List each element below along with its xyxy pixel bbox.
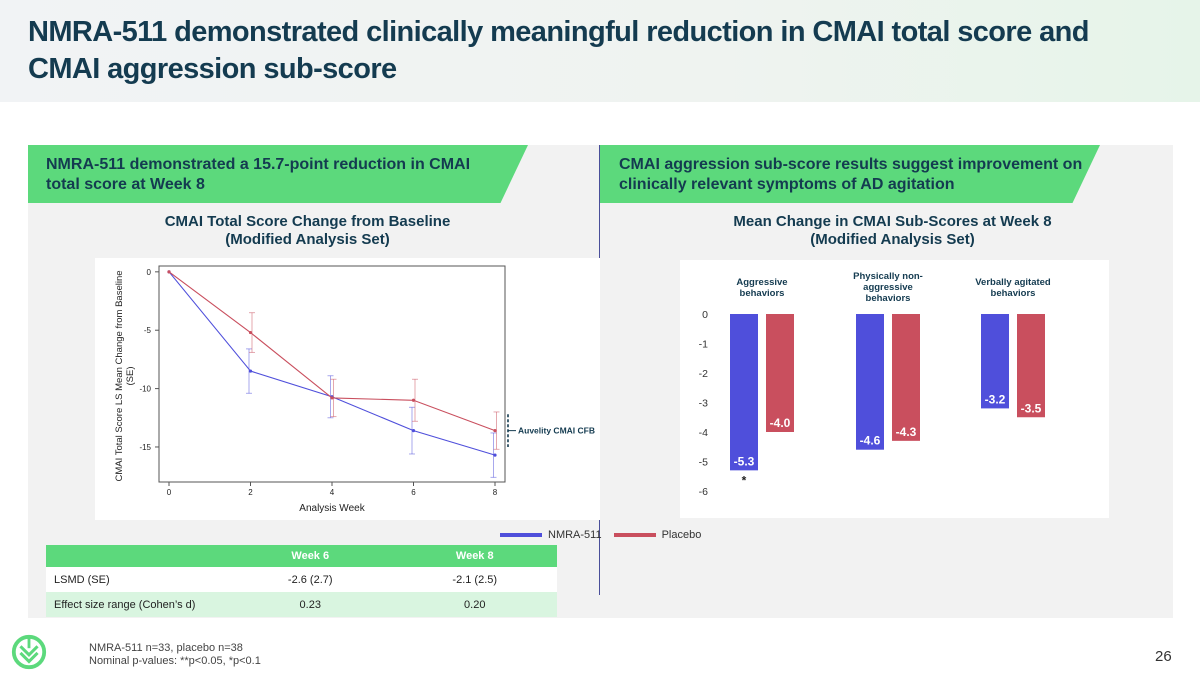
data-point [411,398,416,402]
bar-nmra [856,314,884,450]
series-line-placebo [168,271,496,432]
plot-frame [158,265,506,483]
table-header-cell: Week 6 [228,545,393,567]
bar-nmra [730,314,758,471]
bar-placebo [892,314,920,441]
x-tick-label: 8 [493,488,498,497]
company-logo-icon [11,634,47,670]
right-banner [600,145,1100,203]
y-tick-label: -10 [139,385,151,394]
y-axis-label: CMAI Total Score LS Mean Change from Bas… [114,270,125,481]
data-point [493,453,497,457]
category-label: Physically non- [853,271,923,282]
x-tick-label: 2 [248,488,253,497]
right-banner-text: CMAI aggression sub-score results sugges… [619,156,1083,193]
y-tick-label: -15 [139,443,151,452]
table-header-row: Week 6 Week 8 [46,545,557,567]
significance-mark: * [742,473,747,487]
line-chart: 0 -5 -10 -15 0 2 4 6 8 Analysis Week CMAI Total Sc… [114,265,595,514]
legend-label-nmra: NMRA-511 [548,529,602,541]
data-point [167,270,171,274]
bar-value-label: -5.3 [734,454,755,468]
category-label: behaviors [740,288,785,299]
y-tick-label: -3 [699,398,708,410]
y-tick-label: -4 [699,427,708,439]
table-header-cell [46,545,228,567]
bar-placebo [766,314,794,432]
y-tick-label: 0 [147,268,152,277]
footnote-line1: NMRA-511 n=33, placebo n=38 [89,642,243,654]
effect-size-table: Week 6 Week 8 LSMD (SE) -2.6 (2.7) -2.1 … [46,545,557,617]
bar-value-label: -4.3 [896,425,917,439]
category-label: behaviors [991,288,1036,299]
table-header-cell: Week 8 [392,545,557,567]
line-chart-card: 0 -5 -10 -15 0 2 4 6 8 Analysis Week CMAI Total Sc… [95,258,600,520]
left-heading-line2: (Modified Analysis Set) [225,231,390,248]
bar-value-label: -4.6 [860,434,881,448]
y-tick-label: -1 [699,339,708,351]
table-cell: 0.23 [228,592,393,617]
chart-legend: NMRA-511 Placebo [500,529,701,541]
bar-placebo [1017,314,1045,418]
table-cell: LSMD (SE) [46,567,228,592]
x-tick-label: 4 [330,488,335,497]
left-heading-line1: CMAI Total Score Change from Baseline [164,213,451,230]
data-point [248,369,253,373]
left-banner [28,145,528,203]
legend-swatch-placebo [613,533,656,537]
y-tick-label: -5 [699,457,708,469]
y-tick-label: 0 [702,309,708,321]
data-point [248,330,253,335]
footnote: NMRA-511 n=33, placebo n=38 Nominal p-va… [89,642,261,668]
legend-label-placebo: Placebo [661,529,702,541]
title-band [0,0,1200,102]
y-tick-label: -5 [144,326,152,335]
bar-value-label: -3.2 [985,392,1006,406]
page-number: 26 [1155,648,1172,665]
annotation-label: Auvelity CMAI CFB [518,426,595,436]
category-label: aggressive [863,282,913,293]
x-tick-label: 0 [167,488,172,497]
left-chart-heading: CMAI Total Score Change from Baseline (M… [120,213,495,249]
right-heading-line1: Mean Change in CMAI Sub-Scores at Week 8 [733,213,1052,230]
bar-value-label: -3.5 [1021,401,1042,415]
category-label: behaviors [866,293,911,304]
x-axis-label: Analysis Week [299,503,365,514]
table-cell: -2.1 (2.5) [392,567,557,592]
table-cell: -2.6 (2.7) [228,567,393,592]
left-banner-text: NMRA-511 demonstrated a 15.7-point reduc… [46,156,471,193]
table-cell: 0.20 [392,592,557,617]
data-point [493,429,497,433]
legend-swatch-nmra [500,533,542,537]
right-heading-line2: (Modified Analysis Set) [810,231,975,248]
data-point [411,429,416,433]
right-chart-heading: Mean Change in CMAI Sub-Scores at Week 8… [705,213,1080,249]
bar-value-label: -4.0 [770,416,791,430]
page-title: NMRA-511 demonstrated clinically meaning… [28,16,1089,85]
bar-chart-card: 0 -1 -2 -3 -4 -5 -6 Aggressive behaviors Physical… [680,260,1109,518]
table-cell: Effect size range (Cohen’s d) [46,592,228,617]
category-label: Verbally agitated [975,277,1051,288]
footnote-line2: Nominal p-values: **p<0.05, *p<0.1 [89,655,261,667]
x-tick-label: 6 [411,488,416,497]
table-row: Effect size range (Cohen’s d) 0.23 0.20 [46,592,557,617]
y-tick-label: -6 [699,486,708,498]
data-point [330,396,334,400]
category-label: Aggressive [736,277,787,288]
bar-chart: 0-1-2-3-4-5-6AggressivebehaviorsPhysical… [699,271,1051,498]
series-line-nmra [168,271,496,456]
y-axis-label-se: (SE) [125,367,136,386]
bar-nmra [981,314,1009,409]
table-row: LSMD (SE) -2.6 (2.7) -2.1 (2.5) [46,567,557,592]
y-tick-label: -2 [699,368,708,380]
